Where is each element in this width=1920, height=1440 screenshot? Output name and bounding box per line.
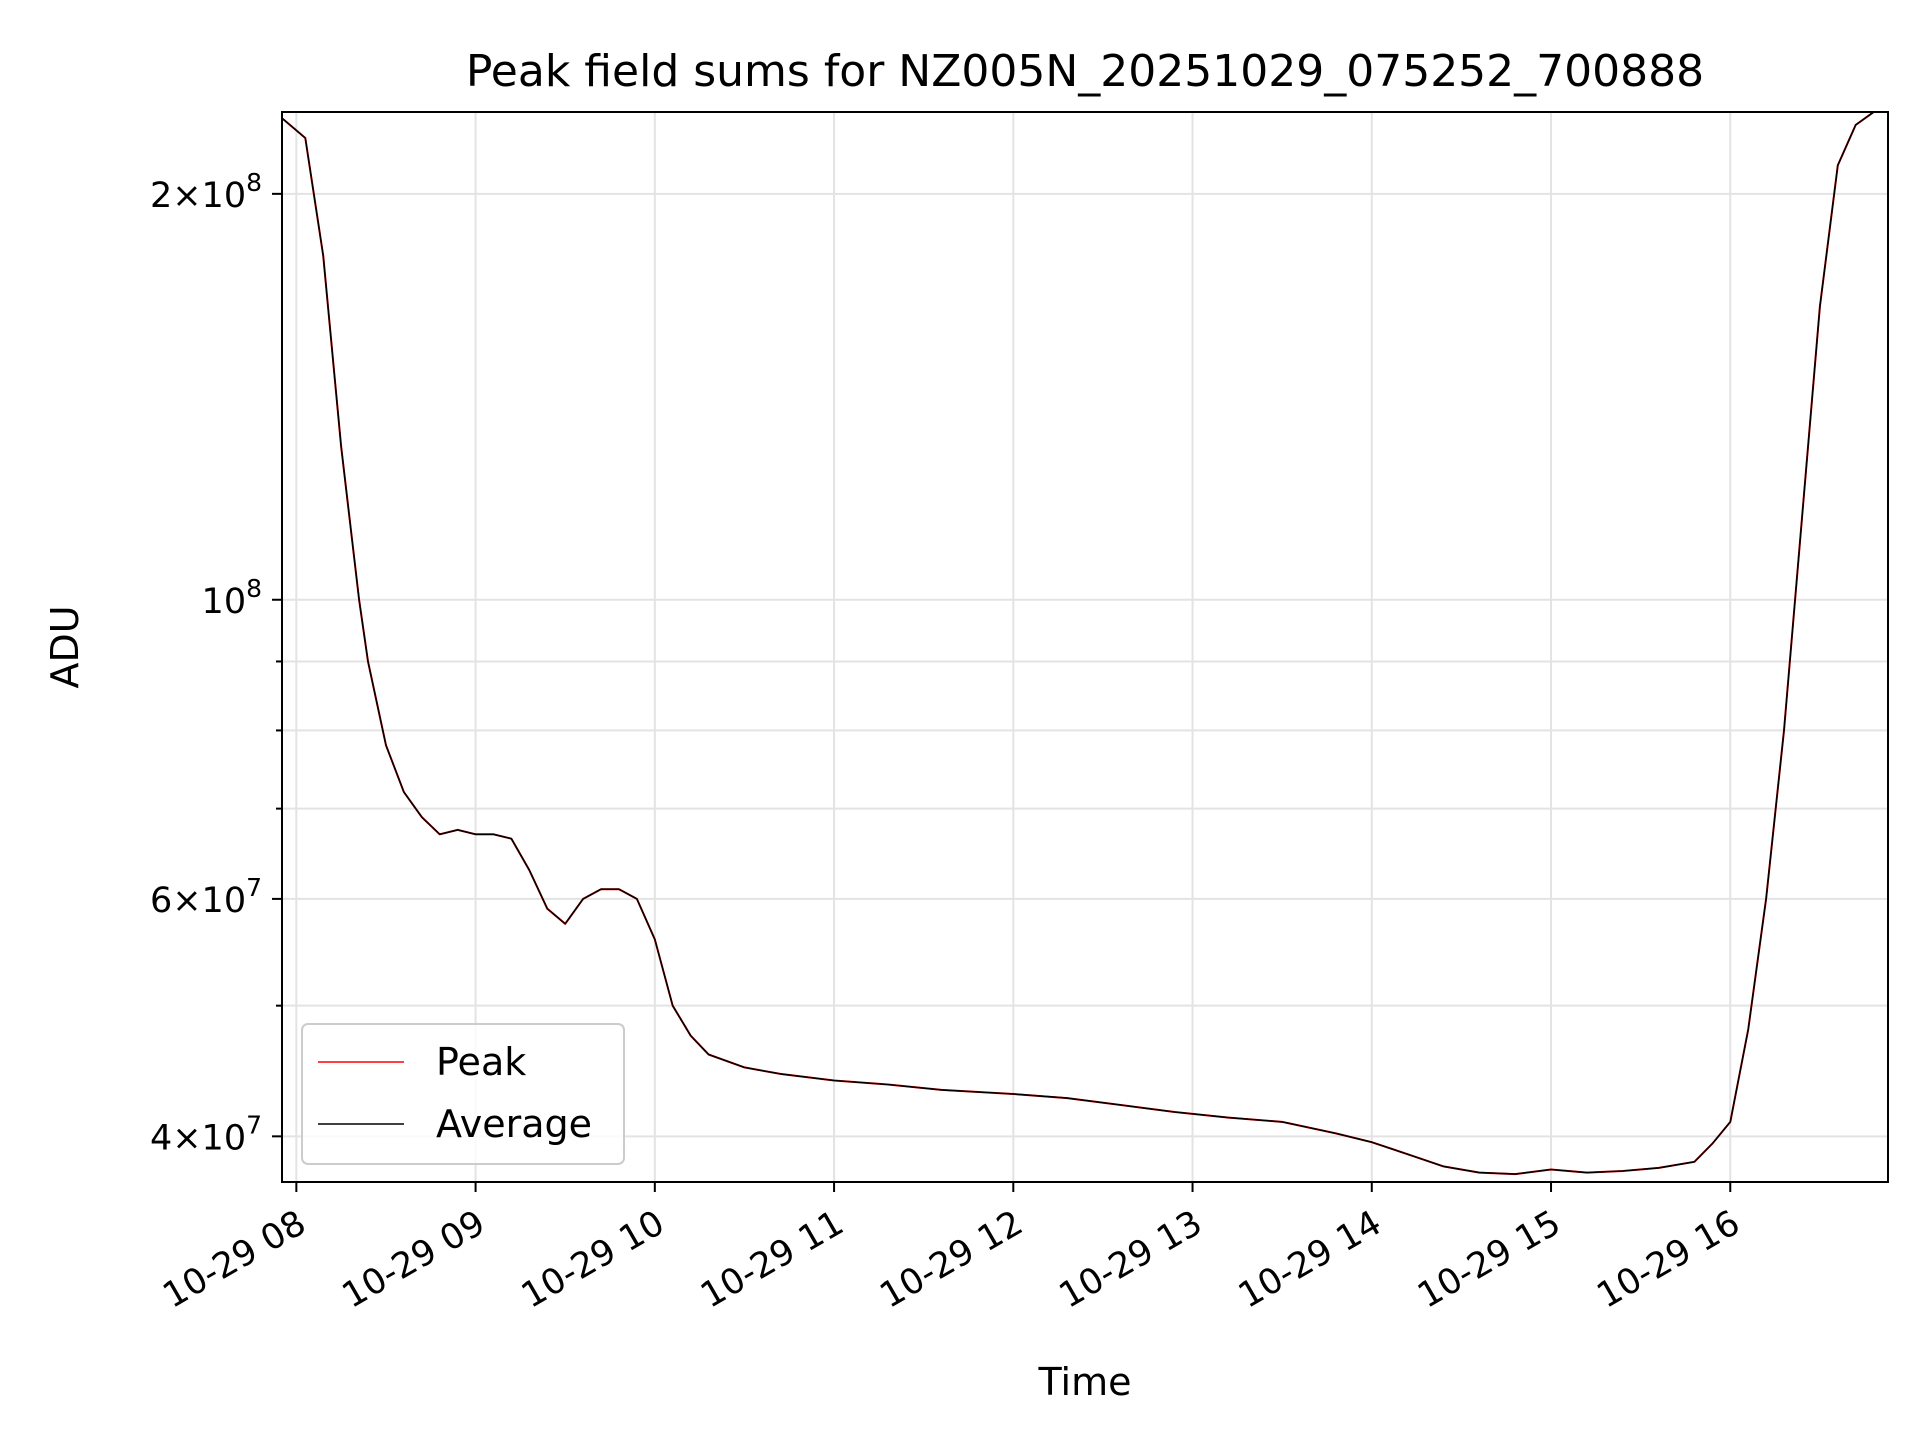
x-axis-label: Time [1038, 1360, 1132, 1404]
y-tick-label: 4×107 [150, 1110, 262, 1158]
legend-label-peak: Peak [436, 1040, 526, 1084]
y-tick-label: 6×107 [150, 873, 262, 921]
legend-label-average: Average [436, 1102, 592, 1146]
grid [282, 112, 1888, 1182]
plot-frame [281, 111, 1889, 1183]
legend-box [301, 1023, 625, 1165]
legend: Peak Average [301, 1023, 625, 1165]
y-tick-label: 108 [202, 574, 262, 622]
chart-title: Peak field sums for NZ005N_20251029_0752… [466, 46, 1704, 97]
y-axis-label: ADU [43, 605, 87, 688]
series-line-average [282, 112, 1888, 1175]
series-layer [282, 112, 1888, 1176]
y-tick-label: 2×108 [150, 168, 262, 216]
